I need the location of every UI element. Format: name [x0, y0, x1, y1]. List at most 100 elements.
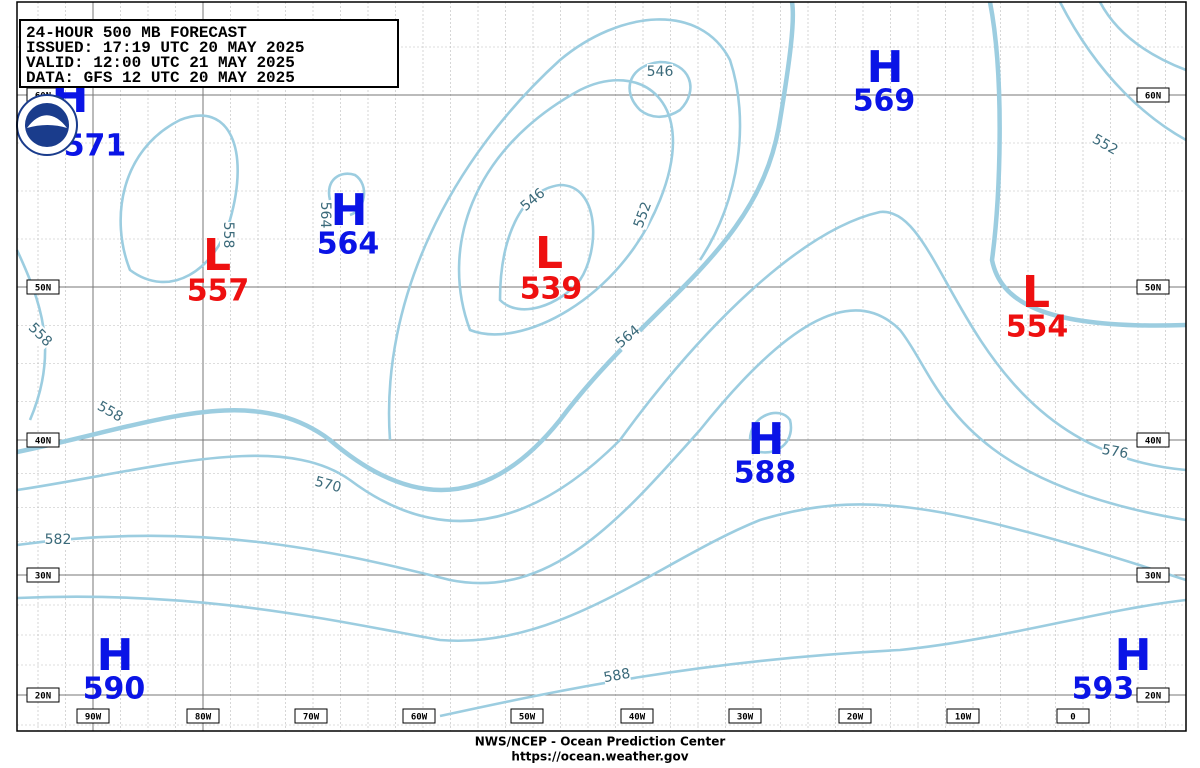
longitude-label: 90W [85, 713, 102, 723]
center-value: 554 [1006, 310, 1069, 345]
contour-label-bg [1089, 131, 1121, 159]
latitude-label-box [1136, 432, 1170, 448]
contour-label-bg [631, 200, 655, 230]
longitude-label-box [838, 708, 872, 724]
latitude-label-box [26, 432, 60, 448]
contour-line [16, 309, 1187, 585]
logo-bird [27, 115, 67, 128]
contour-label: 582 [45, 532, 72, 548]
center-value: 569 [853, 84, 916, 119]
map-frame [16, 1, 1187, 732]
header-frame [19, 19, 399, 88]
longitude-label-box [402, 708, 436, 724]
longitude-label: 70W [303, 713, 320, 723]
latitude-label: 50N [35, 284, 51, 294]
center-value: 557 [187, 274, 250, 309]
contour-line [16, 210, 1187, 523]
center-letter: L [203, 230, 231, 281]
contour-line [439, 598, 1187, 718]
longitude-label: 60W [411, 713, 428, 723]
center-letter: H [97, 630, 134, 681]
center-letter: H [1115, 630, 1152, 681]
longitude-label: 40W [629, 713, 646, 723]
longitude-label: 0 [1070, 713, 1075, 723]
latitude-label: 40N [1145, 437, 1161, 447]
contour-line [457, 79, 675, 336]
latitude-label-box [1136, 567, 1170, 583]
latitude-label: 40N [35, 437, 51, 447]
map-background [17, 2, 1186, 731]
header-line: 24-HOUR 500 MB FORECAST [26, 24, 247, 42]
latitude-label-box [1136, 87, 1170, 103]
contours [15, 1, 1187, 718]
latitude-label-box [1136, 687, 1170, 703]
center-letter: H [748, 414, 785, 465]
contour-line [16, 503, 1187, 643]
contour-line [987, 1, 1187, 328]
latitude-label: 20N [35, 692, 51, 702]
header-box: 24-HOUR 500 MB FORECAST ISSUED: 17:19 UT… [19, 19, 399, 88]
longitude-label-box [946, 708, 980, 724]
footer-line: NWS/NCEP - Ocean Prediction Center [475, 735, 726, 749]
contour-label: 576 [1100, 442, 1129, 462]
header-line: ISSUED: 17:19 UTC 20 MAY 2025 [26, 39, 304, 57]
latitude-label-box [26, 279, 60, 295]
labels: 60N60N50N50N40N40N30N30N20N20N90W80W70W6… [25, 64, 1170, 724]
longitude-label-box [1056, 708, 1090, 724]
header-line: DATA: GFS 12 UTC 20 MAY 2025 [26, 69, 295, 87]
center-letter: H [867, 42, 904, 93]
contour-label: 558 [220, 222, 236, 249]
contour-label: 570 [313, 474, 343, 496]
longitude-label-box [728, 708, 762, 724]
contour-label-bg [517, 185, 549, 215]
contour-label: 546 [647, 64, 674, 80]
longitude-label-box [510, 708, 544, 724]
longitude-label-box [186, 708, 220, 724]
center-letter: L [535, 228, 563, 279]
header-line: VALID: 12:00 UTC 21 MAY 2025 [26, 54, 295, 72]
contour-label: 588 [602, 666, 631, 686]
contour-label: 564 [317, 202, 333, 229]
contour-label-bg [612, 322, 644, 352]
longitude-label: 10W [955, 713, 972, 723]
contour-line [327, 172, 366, 217]
contour-line [498, 183, 595, 311]
latitude-label-box [26, 687, 60, 703]
contour-line [1098, 1, 1187, 72]
longitude-label: 20W [847, 713, 864, 723]
longitude-label: 50W [519, 713, 536, 723]
footer-line: https://ocean.weather.gov [511, 750, 688, 764]
center-value: 590 [83, 672, 146, 707]
contour-line [1058, 1, 1187, 142]
contour-label-bg [1100, 441, 1130, 463]
contour-label-bg [602, 665, 632, 687]
latitude-label: 30N [35, 572, 51, 582]
contour-label-bg [313, 473, 343, 497]
graticule [17, 2, 1186, 731]
longitude-label: 30W [737, 713, 754, 723]
longitude-label-box [294, 708, 328, 724]
contour-label-bg [94, 398, 126, 426]
longitude-label-box [620, 708, 654, 724]
latitude-label: 50N [1145, 284, 1161, 294]
latitude-label-box [26, 567, 60, 583]
center-value: 588 [734, 456, 797, 491]
latitude-label-box [1136, 279, 1170, 295]
latitude-label: 20N [1145, 692, 1161, 702]
center-letter: H [331, 185, 368, 236]
center-letter: L [1022, 267, 1050, 318]
latitude-label: 60N [1145, 92, 1161, 102]
contour-label-bg [647, 64, 673, 80]
longitude-label-box [76, 708, 110, 724]
contour-line [16, 1, 796, 493]
contour-label-bg [25, 320, 55, 350]
contour-line [119, 114, 239, 284]
contour-label-bg [45, 532, 71, 548]
center-value: 539 [520, 272, 583, 307]
contour-line [387, 18, 742, 441]
longitude-label: 80W [195, 713, 212, 723]
contour-line [748, 411, 793, 454]
